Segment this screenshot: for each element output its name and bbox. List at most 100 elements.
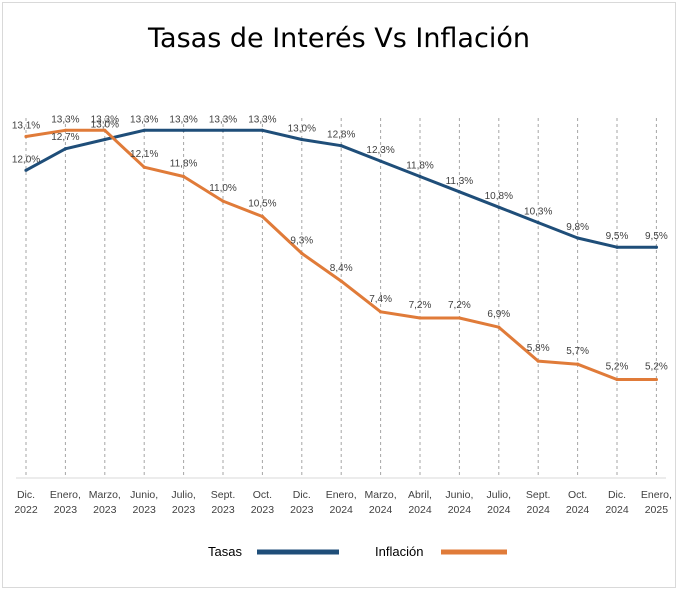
data-label: 7,4% — [369, 294, 392, 305]
x-tick-label: 2024 — [527, 504, 551, 516]
data-point — [536, 221, 540, 225]
data-point — [260, 214, 264, 219]
x-tick-label: 2023 — [54, 504, 78, 516]
data-label: 12,7% — [51, 132, 79, 143]
data-point — [497, 325, 501, 329]
legend-label-tasas: Tasas — [208, 544, 242, 559]
data-label: 13,3% — [51, 114, 79, 125]
x-tick-label: Dic. — [608, 489, 626, 501]
x-tick-label: Junio, — [445, 489, 473, 501]
x-tick-label: Enero, — [50, 489, 81, 501]
data-point — [182, 128, 186, 132]
data-point — [142, 165, 146, 169]
x-tick-label: Dic. — [17, 489, 35, 501]
data-label: 13,3% — [209, 114, 237, 125]
data-point — [260, 128, 264, 132]
x-tick-label: Marzo, — [89, 489, 121, 501]
x-tick-label: 2023 — [172, 504, 196, 516]
x-axis-ticks: Dic. 2022 Enero, 2023 Marzo, 2023 Junio, 2023 Ju… — [14, 489, 672, 516]
data-point — [615, 377, 619, 382]
data-point — [457, 190, 461, 194]
data-label: 5,2% — [606, 362, 629, 373]
data-label: 10,3% — [524, 207, 552, 218]
data-label: 11,0% — [209, 183, 237, 194]
data-label: 7,2% — [448, 300, 471, 311]
data-point — [418, 316, 422, 320]
data-point — [339, 144, 343, 148]
x-tick-label: 2025 — [645, 504, 669, 516]
data-label: 5,8% — [527, 343, 550, 354]
data-label: 9,3% — [290, 235, 313, 246]
data-label: 12,0% — [12, 154, 40, 165]
x-tick-label: 2024 — [408, 504, 432, 516]
x-tick-label: 2023 — [93, 504, 117, 516]
series-lines — [24, 128, 659, 382]
data-point — [221, 199, 225, 203]
data-label: 13,3% — [130, 114, 158, 125]
data-labels: 12,0%12,7%13,0% 13,3% 13,3% 13,3% 13,3%13,0%… — [12, 114, 668, 372]
legend: Tasas Inflación — [208, 544, 507, 559]
x-tick-label: 2023 — [133, 504, 157, 516]
data-point — [379, 310, 383, 314]
x-tick-label: 2024 — [487, 504, 511, 516]
data-label: 10,5% — [248, 198, 276, 209]
data-point — [654, 245, 659, 249]
data-point — [221, 128, 225, 132]
data-point — [24, 134, 28, 139]
data-point — [418, 174, 422, 179]
x-tick-label: Marzo, — [365, 489, 397, 501]
data-label: 11,3% — [446, 176, 474, 187]
data-point — [63, 128, 67, 132]
data-point — [497, 205, 501, 209]
x-tick-label: 2023 — [290, 504, 314, 516]
data-point — [142, 128, 146, 132]
data-label: 13,3% — [91, 114, 119, 125]
data-label: 9,5% — [645, 231, 668, 242]
data-point — [300, 251, 304, 255]
data-label: 6,9% — [487, 309, 510, 320]
legend-label-inflacion: Inflación — [375, 544, 423, 559]
data-label: 13,1% — [12, 120, 40, 131]
data-point — [300, 137, 304, 142]
data-label: 9,5% — [606, 231, 629, 242]
x-tick-label: 2022 — [14, 504, 38, 516]
x-tick-label: Oct. — [568, 489, 587, 501]
x-tick-label: 2024 — [369, 504, 393, 516]
data-point — [24, 168, 28, 172]
x-tick-label: Junio, — [130, 489, 158, 501]
x-tick-label: Dic. — [293, 489, 311, 501]
data-point — [103, 137, 107, 142]
data-label: 13,0% — [288, 124, 316, 135]
x-tick-label: Sept. — [526, 489, 551, 501]
x-tick-label: 2024 — [566, 504, 590, 516]
data-point — [654, 377, 659, 382]
data-label: 12,1% — [130, 149, 158, 160]
data-label: 10,8% — [485, 191, 513, 202]
data-label: 12,3% — [366, 145, 394, 156]
data-label: 12,8% — [327, 130, 355, 141]
data-label: 13,0% — [91, 120, 119, 131]
data-label: 5,7% — [566, 346, 589, 357]
x-tick-label: 2024 — [330, 504, 354, 516]
data-point — [536, 359, 540, 363]
data-point — [576, 362, 580, 366]
data-point — [615, 245, 619, 249]
data-point — [339, 279, 343, 283]
data-label: 9,8% — [566, 222, 589, 233]
data-point — [182, 174, 186, 179]
data-label: 5,2% — [645, 362, 668, 373]
data-label: 13,3% — [169, 114, 197, 125]
x-tick-label: 2024 — [605, 504, 629, 516]
data-label: 8,4% — [330, 263, 353, 274]
x-tick-label: Julio, — [487, 489, 512, 501]
data-label: 7,2% — [409, 300, 432, 311]
data-point — [379, 159, 383, 163]
gridlines — [25, 118, 657, 478]
data-point — [103, 128, 107, 132]
data-point — [63, 147, 67, 151]
x-tick-label: Julio, — [171, 489, 196, 501]
data-label: 11,8% — [406, 160, 434, 171]
x-tick-label: Sept. — [211, 489, 236, 501]
